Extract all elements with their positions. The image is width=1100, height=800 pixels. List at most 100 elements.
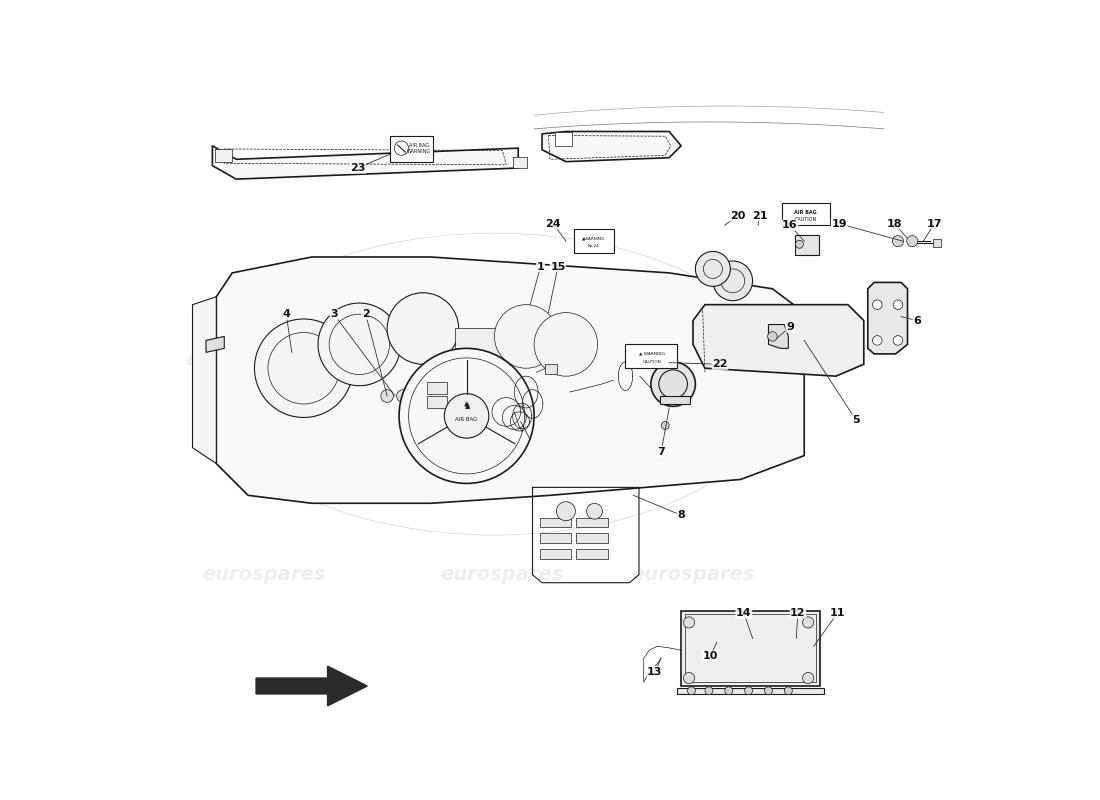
Bar	[685, 614, 816, 682]
Text: CAUTION: CAUTION	[642, 360, 661, 364]
Bar	[540, 534, 572, 543]
Polygon shape	[192, 297, 217, 463]
Circle shape	[381, 390, 394, 402]
Bar	[540, 550, 572, 559]
Circle shape	[893, 336, 903, 345]
Circle shape	[872, 336, 882, 345]
Text: eurospares: eurospares	[448, 350, 588, 370]
Text: 6: 6	[913, 315, 921, 326]
Text: 12: 12	[790, 608, 805, 618]
Bar	[513, 157, 527, 168]
Bar	[540, 518, 572, 527]
Text: No.24: No.24	[587, 244, 600, 248]
Text: 5: 5	[852, 415, 860, 425]
Text: 23: 23	[350, 163, 365, 173]
Circle shape	[394, 141, 408, 155]
Text: 7: 7	[658, 446, 666, 457]
Bar	[574, 229, 614, 253]
Text: 9: 9	[786, 322, 794, 332]
Text: 17: 17	[927, 218, 943, 229]
Text: AIR BAG: AIR BAG	[794, 210, 817, 215]
Bar	[554, 132, 572, 146]
Circle shape	[713, 261, 752, 301]
Text: 4: 4	[283, 309, 290, 319]
Circle shape	[893, 300, 903, 310]
Circle shape	[725, 686, 733, 694]
Circle shape	[444, 394, 488, 438]
Circle shape	[318, 303, 400, 386]
Text: eurospares: eurospares	[631, 566, 755, 584]
Circle shape	[683, 617, 694, 628]
Text: AIR BAG: AIR BAG	[455, 417, 477, 422]
Polygon shape	[769, 325, 789, 348]
Bar	[389, 136, 433, 162]
Circle shape	[661, 422, 669, 430]
Text: 10: 10	[703, 651, 718, 661]
Text: 14: 14	[736, 608, 751, 618]
Circle shape	[651, 362, 695, 406]
Polygon shape	[217, 257, 804, 503]
Text: ▲WARNING: ▲WARNING	[582, 237, 605, 241]
Text: eurospares: eurospares	[441, 566, 564, 584]
Circle shape	[659, 370, 688, 398]
Text: eurospares: eurospares	[638, 350, 779, 370]
Circle shape	[254, 319, 353, 418]
Bar	[933, 238, 940, 246]
Circle shape	[586, 503, 603, 519]
Text: ▲ WARNING: ▲ WARNING	[639, 352, 664, 356]
Bar	[660, 396, 690, 404]
Polygon shape	[206, 337, 224, 352]
Text: eurospares: eurospares	[202, 566, 326, 584]
Text: 21: 21	[752, 210, 768, 221]
Circle shape	[688, 686, 695, 694]
Bar	[427, 382, 447, 394]
Polygon shape	[693, 305, 864, 376]
Polygon shape	[868, 282, 908, 354]
Circle shape	[494, 305, 558, 368]
Text: 13: 13	[647, 666, 662, 677]
Bar	[576, 550, 608, 559]
Text: 20: 20	[729, 210, 745, 221]
Circle shape	[906, 235, 917, 246]
Circle shape	[745, 686, 752, 694]
Circle shape	[803, 673, 814, 684]
Bar	[427, 396, 447, 408]
Text: AIR BAG
WARNING: AIR BAG WARNING	[407, 142, 431, 154]
Circle shape	[557, 502, 575, 521]
Bar	[454, 329, 503, 360]
Bar	[626, 344, 678, 368]
Bar	[678, 687, 824, 694]
Text: 11: 11	[829, 608, 845, 618]
Circle shape	[683, 673, 694, 684]
Circle shape	[872, 300, 882, 310]
Circle shape	[535, 313, 597, 376]
Bar	[681, 610, 821, 686]
Text: 22: 22	[713, 359, 728, 370]
Polygon shape	[542, 131, 681, 162]
Text: 24: 24	[546, 218, 561, 229]
Text: eurospares: eurospares	[186, 350, 327, 370]
Circle shape	[764, 686, 772, 694]
Circle shape	[803, 617, 814, 628]
Text: 3: 3	[330, 309, 338, 319]
Polygon shape	[212, 146, 518, 179]
Text: 15: 15	[550, 262, 565, 271]
Bar	[214, 149, 232, 162]
Bar	[576, 534, 608, 543]
Circle shape	[768, 332, 778, 342]
Circle shape	[387, 293, 459, 364]
Text: 2: 2	[362, 309, 370, 319]
Circle shape	[795, 240, 803, 248]
Bar	[782, 203, 829, 226]
Text: 19: 19	[832, 218, 847, 229]
Circle shape	[705, 686, 713, 694]
Circle shape	[784, 686, 792, 694]
Polygon shape	[256, 666, 367, 706]
Bar	[576, 518, 608, 527]
Bar	[794, 234, 818, 254]
Circle shape	[695, 251, 730, 286]
Text: 8: 8	[678, 510, 685, 520]
Circle shape	[399, 348, 535, 483]
Text: CAUTION: CAUTION	[794, 217, 817, 222]
Text: 16: 16	[782, 220, 797, 230]
